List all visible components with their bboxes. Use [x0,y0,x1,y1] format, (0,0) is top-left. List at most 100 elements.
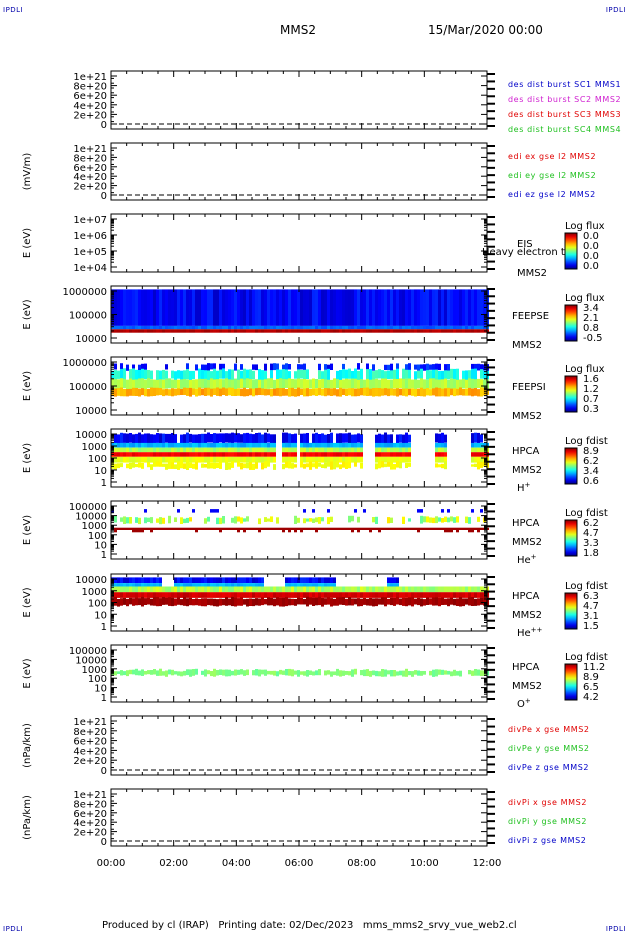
heatmap-cell [222,363,225,371]
heatmap-cell [243,586,246,593]
heatmap-cell [144,379,147,390]
heatmap-cell [375,463,378,470]
heatmap-cell [159,289,162,326]
heatmap-cell [219,530,222,533]
heatmap-cell [240,442,243,448]
heatmap-cell [186,363,189,370]
heatmap-cell [123,456,126,463]
heatmap-cell [216,670,219,676]
heatmap-cell [438,371,441,380]
heatmap-cell [150,577,153,584]
heatmap-cell [180,388,183,395]
heatmap-cell [384,329,387,333]
heatmap-cell [411,597,414,607]
colorbar-tick-label: 0.0 [583,251,599,262]
heatmap-cell [456,325,459,330]
heatmap-cell [240,456,243,463]
heatmap-cell [288,527,291,530]
heatmap-cell [333,329,336,333]
heatmap-cell [198,592,201,598]
heatmap-cell [132,379,135,390]
heatmap-cell [216,452,219,457]
heatmap-cell [222,456,225,463]
heatmap-cell [477,516,480,522]
heatmap-cell [171,329,174,333]
heatmap-cell [189,370,192,381]
heatmap-cell [369,530,372,533]
heatmap-cell [444,452,447,457]
heatmap-cell [222,452,225,457]
heatmap-cell [228,447,231,453]
heatmap-cell [474,432,477,443]
heatmap-cell [459,379,462,390]
heatmap-cell [375,289,378,326]
heatmap-cell [147,289,150,326]
heatmap-cell [243,433,246,444]
heatmap-cell [351,388,354,397]
heatmap-cell [444,442,447,448]
heatmap-cell [171,442,174,448]
heatmap-cell [444,461,447,470]
colorbar-title: Log flux [565,364,605,375]
heatmap-cell [276,527,279,530]
heatmap-cell [465,289,468,326]
heatmap-cell [141,363,144,370]
heatmap-cell [171,388,174,397]
heatmap-cell [327,442,330,448]
heatmap-cell [438,517,441,522]
heatmap-cell [177,329,180,333]
heatmap-cell [165,442,168,448]
heatmap-cell [447,329,450,333]
heatmap-cell [123,433,126,443]
colorbar-tick-label: 4.2 [583,692,599,703]
heatmap-cell [285,583,288,587]
heatmap-cell [261,583,264,587]
heatmap-cell [396,442,399,448]
heatmap-cell [414,670,417,675]
heatmap-cell [357,433,360,443]
panel-frame [110,142,488,201]
heatmap-cell [195,461,198,470]
heatmap-cell [303,442,306,448]
heatmap-cell [357,516,360,523]
heatmap-cell [351,434,354,445]
heatmap-cell [147,517,150,522]
heatmap-cell [138,456,141,463]
heatmap-cell [324,434,327,444]
heatmap-cell [405,447,408,453]
heatmap-cell [297,289,300,326]
heatmap-cell [342,452,345,457]
heatmap-cell [129,452,132,457]
y-tick-label: 4e+20 [73,172,107,183]
heatmap-cell [246,329,249,333]
heatmap-cell [474,363,477,370]
heatmap-cell [213,583,216,587]
heatmap-cell [420,598,423,607]
heatmap-cell [354,527,357,530]
heatmap-cell [156,447,159,453]
heatmap-cell [234,527,237,530]
heatmap-cell [387,517,390,524]
heatmap-cell [234,389,237,396]
legend-entry: divPe y gse MMS2 [508,744,590,753]
heatmap-cell [150,592,153,598]
heatmap-cell [474,329,477,333]
heatmap-cell [123,671,126,676]
heatmap-cell [120,325,123,330]
heatmap-cell [354,378,357,389]
heatmap-cell [249,462,252,470]
heatmap-cell [111,586,114,593]
heatmap-cell [150,289,153,326]
heatmap-cell [321,433,324,445]
heatmap-cell [261,586,264,593]
heatmap-cell [417,586,420,593]
heatmap-cell [330,452,333,457]
heatmap-cell [150,586,153,593]
heatmap-cell [222,583,225,587]
heatmap-cell [180,379,183,389]
heatmap-cell [303,329,306,333]
heatmap-cell [171,433,174,445]
heatmap-cell [192,527,195,530]
heatmap-cell [111,598,114,606]
heatmap-cell [330,461,333,470]
